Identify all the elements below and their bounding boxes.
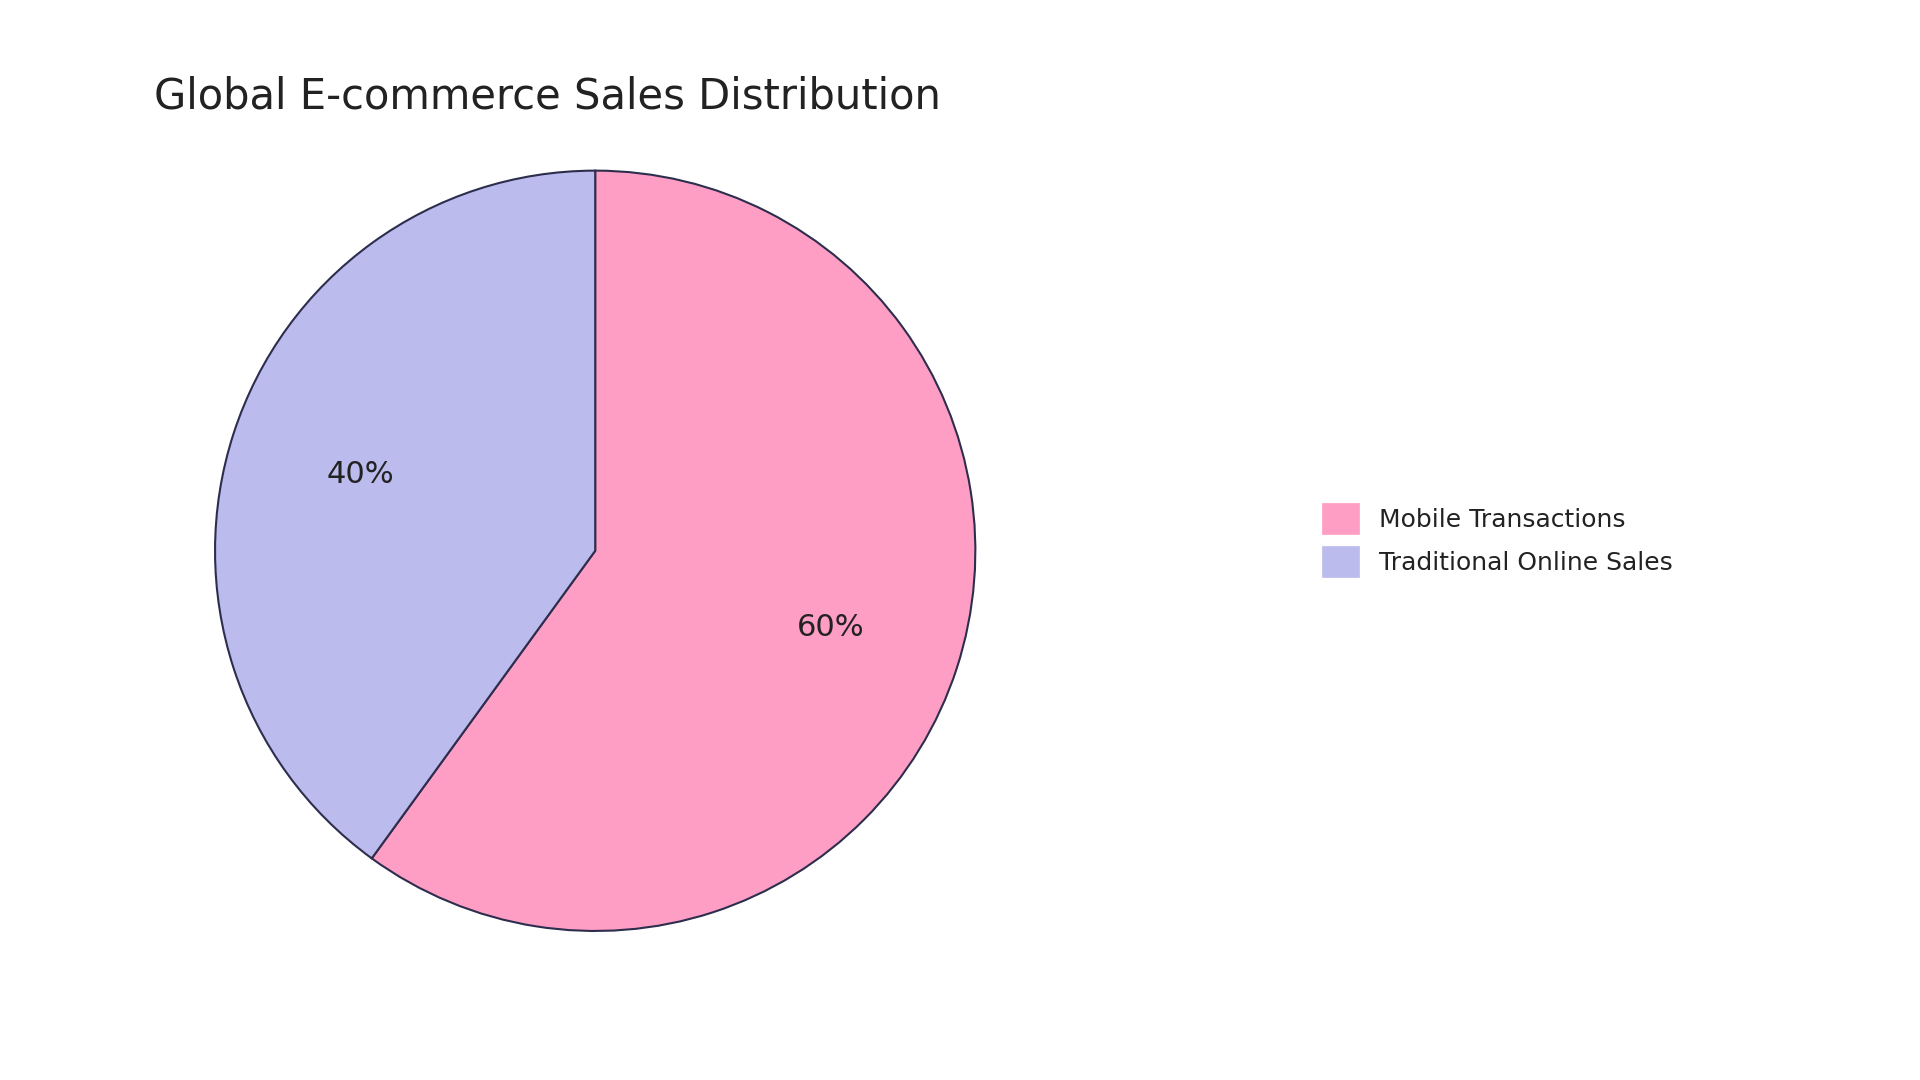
Text: 40%: 40% [326,460,394,489]
Text: 60%: 60% [797,612,864,642]
Legend: Mobile Transactions, Traditional Online Sales: Mobile Transactions, Traditional Online … [1309,490,1686,590]
Wedge shape [372,171,975,931]
Wedge shape [215,171,595,859]
Text: Global E-commerce Sales Distribution: Global E-commerce Sales Distribution [154,76,941,118]
